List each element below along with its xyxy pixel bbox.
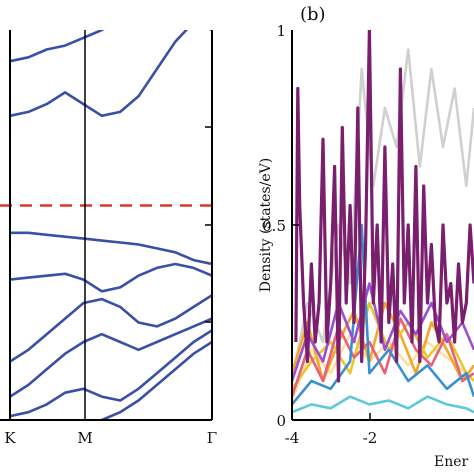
dos-series-line-5 xyxy=(292,317,474,398)
band-line-5 xyxy=(9,294,212,363)
x-axis-title: Ener xyxy=(434,454,469,470)
y-tick-label-0-5: 0.5 xyxy=(262,217,286,235)
x-tick-label-m: M xyxy=(77,429,92,447)
band-lines xyxy=(9,30,212,420)
band-line-3 xyxy=(10,231,212,266)
x-tick-label-minus-2: -2 xyxy=(363,429,378,447)
y-tick-label-1: 1 xyxy=(276,22,286,40)
panel-label-b: (b) xyxy=(300,4,326,25)
band-line-7 xyxy=(9,329,212,418)
band-line-2 xyxy=(9,30,189,118)
band-line-6 xyxy=(9,317,212,398)
band-line-8 xyxy=(101,340,212,420)
dos-series-line-7 xyxy=(292,395,474,414)
band-line-1 xyxy=(9,30,212,63)
x-tick-label-k: K xyxy=(4,429,16,447)
y-axis-title: Density (states/eV) xyxy=(258,158,274,292)
dos-series-line-6 xyxy=(292,223,474,406)
band-line-4 xyxy=(9,262,212,293)
dos-panel: 1 0.5 0 -4 -2 Density (states/eV) Ener (… xyxy=(258,4,474,470)
x-tick-label-gamma: Γ xyxy=(207,429,217,447)
x-tick-label-minus-4: -4 xyxy=(285,429,300,447)
band-structure-panel: K M Γ xyxy=(0,30,217,447)
dos-series xyxy=(292,30,474,414)
dos-series-line-9 xyxy=(294,30,474,383)
dos-series-line-8 xyxy=(292,282,474,382)
y-tick-label-0: 0 xyxy=(276,412,286,430)
